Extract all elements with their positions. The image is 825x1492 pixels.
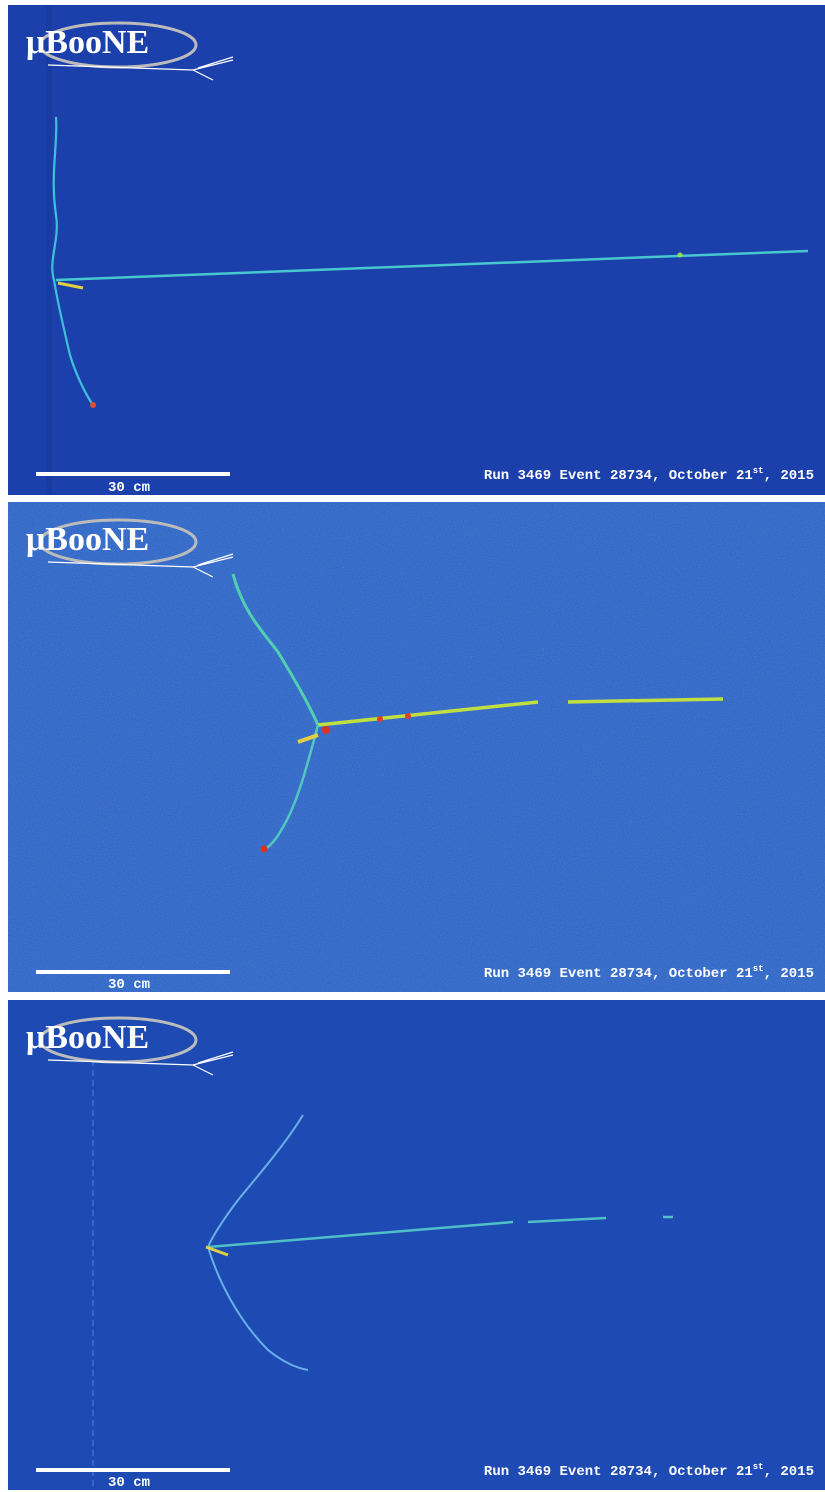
caption-text: , 2015 (764, 468, 814, 484)
page: μBooNE 30 cm Run 3469 Event 28734, Octob… (0, 0, 825, 1492)
scale-bar (36, 1468, 230, 1472)
caption-text: Run 3469 Event 28734, October 21 (484, 1464, 753, 1480)
logo-text: μBooNE (26, 521, 149, 558)
caption-text: , 2015 (764, 966, 814, 982)
caption: Run 3469 Event 28734, October 21st, 2015 (484, 964, 814, 982)
event-panel: μBooNE 30 cm Run 3469 Event 28734, Octob… (8, 502, 825, 992)
caption-superscript: st (753, 1462, 764, 1472)
caption: Run 3469 Event 28734, October 21st, 2015 (484, 1462, 814, 1480)
scale-label: 30 cm (108, 977, 150, 992)
caption-superscript: st (753, 466, 764, 476)
scale-label: 30 cm (108, 480, 150, 495)
scale-bar (36, 970, 230, 974)
logo-text: μBooNE (26, 1019, 149, 1056)
event-panel: μBooNE 30 cm Run 3469 Event 28734, Octob… (8, 5, 825, 495)
caption-superscript: st (753, 964, 764, 974)
caption-text: , 2015 (764, 1464, 814, 1480)
caption: Run 3469 Event 28734, October 21st, 2015 (484, 466, 814, 484)
scale-bar (36, 472, 230, 476)
caption-text: Run 3469 Event 28734, October 21 (484, 966, 753, 982)
event-panel: μBooNE 30 cm Run 3469 Event 28734, Octob… (8, 1000, 825, 1490)
caption-text: Run 3469 Event 28734, October 21 (484, 468, 753, 484)
scale-label: 30 cm (108, 1475, 150, 1490)
logo-text: μBooNE (26, 24, 149, 61)
